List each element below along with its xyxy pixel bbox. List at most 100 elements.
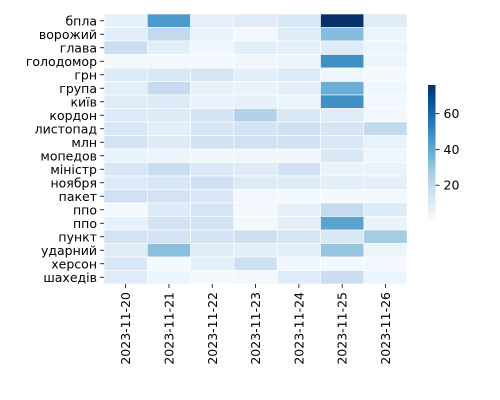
row-label: міністр bbox=[50, 162, 97, 177]
heatmap-cells bbox=[103, 13, 408, 285]
heatmap-cell bbox=[233, 13, 278, 28]
heatmap-cell bbox=[190, 27, 235, 42]
heatmap-cell bbox=[103, 243, 148, 258]
row-label: група bbox=[59, 81, 97, 96]
heatmap-cell bbox=[276, 94, 321, 109]
heatmap-cell bbox=[276, 54, 321, 69]
heatmap-cell bbox=[363, 189, 408, 204]
row-label: ппо bbox=[73, 216, 97, 231]
heatmap-cell bbox=[233, 202, 278, 217]
colorbar-ticks: 20 40 60 bbox=[435, 106, 460, 193]
heatmap-cell bbox=[276, 121, 321, 136]
heatmap-cell bbox=[276, 81, 321, 96]
heatmap-cell bbox=[320, 13, 365, 28]
row-label: мопедов bbox=[40, 148, 97, 163]
row-label: голодомор bbox=[26, 54, 97, 69]
row-label: ппо bbox=[73, 202, 97, 217]
heatmap-cell bbox=[103, 67, 148, 82]
heatmap-cell bbox=[320, 108, 365, 123]
heatmap-cell bbox=[147, 256, 191, 271]
row-label: бпла bbox=[65, 13, 97, 28]
heatmap-cell bbox=[190, 162, 235, 177]
heatmap-cell bbox=[190, 256, 235, 271]
heatmap-cell bbox=[233, 216, 278, 231]
heatmap-cell bbox=[103, 202, 148, 217]
heatmap-cell bbox=[276, 202, 321, 217]
heatmap-cell bbox=[103, 27, 148, 42]
heatmap-cell bbox=[103, 40, 148, 55]
heatmap-cell bbox=[103, 121, 148, 136]
heatmap-cell bbox=[363, 40, 408, 55]
heatmap-cell bbox=[103, 81, 148, 96]
heatmap-cell bbox=[233, 270, 278, 285]
heatmap-cell bbox=[147, 54, 191, 69]
heatmap-cell bbox=[363, 135, 408, 150]
heatmap-cell bbox=[190, 13, 235, 28]
column-label: 2023-11-21 bbox=[161, 292, 176, 365]
heatmap-cell bbox=[320, 94, 365, 109]
colorbar: 20 40 60 bbox=[428, 85, 459, 221]
heatmap-cell bbox=[276, 175, 321, 190]
heatmap-cell bbox=[147, 270, 191, 285]
heatmap-cell bbox=[233, 135, 278, 150]
heatmap-cell bbox=[320, 189, 365, 204]
column-label: 2023-11-23 bbox=[248, 292, 263, 365]
heatmap-cell bbox=[147, 148, 191, 163]
heatmap-cell bbox=[320, 202, 365, 217]
heatmap-cell bbox=[320, 121, 365, 136]
heatmap-cell bbox=[147, 67, 191, 82]
heatmap-cell bbox=[103, 54, 148, 69]
heatmap-cell bbox=[233, 175, 278, 190]
heatmap-cell bbox=[190, 270, 235, 285]
heatmap-cell bbox=[147, 94, 191, 109]
heatmap-cell bbox=[363, 175, 408, 190]
column-label: 2023-11-26 bbox=[378, 292, 393, 365]
heatmap-cell bbox=[363, 81, 408, 96]
heatmap-cell bbox=[276, 67, 321, 82]
heatmap-cell bbox=[320, 216, 365, 231]
heatmap-cell bbox=[363, 67, 408, 82]
heatmap-cell bbox=[103, 162, 148, 177]
heatmap-cell bbox=[190, 135, 235, 150]
heatmap-cell bbox=[103, 94, 148, 109]
heatmap-cell bbox=[103, 229, 148, 244]
heatmap-cell bbox=[320, 256, 365, 271]
heatmap-cell bbox=[190, 189, 235, 204]
heatmap-cell bbox=[190, 243, 235, 258]
row-label: херсон bbox=[51, 256, 97, 271]
heatmap-cell bbox=[363, 27, 408, 42]
heatmap-cell bbox=[276, 27, 321, 42]
heatmap-cell bbox=[276, 40, 321, 55]
heatmap-cell bbox=[147, 81, 191, 96]
heatmap-cell bbox=[276, 162, 321, 177]
heatmap-cell bbox=[363, 270, 408, 285]
colorbar-tick-label: 40 bbox=[444, 142, 460, 157]
heatmap-cell bbox=[233, 162, 278, 177]
heatmap-cell bbox=[103, 13, 148, 28]
heatmap-cell bbox=[233, 229, 278, 244]
heatmap-cell bbox=[363, 121, 408, 136]
column-label: 2023-11-20 bbox=[118, 292, 133, 365]
heatmap-cell bbox=[320, 162, 365, 177]
heatmap-cell bbox=[190, 108, 235, 123]
heatmap-cell bbox=[363, 256, 408, 271]
row-label: глава bbox=[60, 40, 97, 55]
heatmap-cell bbox=[233, 54, 278, 69]
heatmap-cell bbox=[190, 202, 235, 217]
row-label: листопад bbox=[35, 121, 97, 136]
heatmap-cell bbox=[147, 202, 191, 217]
heatmap-cell bbox=[320, 27, 365, 42]
heatmap-cell bbox=[363, 243, 408, 258]
heatmap-cell bbox=[190, 175, 235, 190]
column-label: 2023-11-22 bbox=[205, 292, 220, 365]
heatmap-cell bbox=[363, 108, 408, 123]
heatmap-cell bbox=[233, 148, 278, 163]
heatmap-cell bbox=[147, 216, 191, 231]
heatmap-cell bbox=[363, 216, 408, 231]
heatmap-cell bbox=[190, 40, 235, 55]
heatmap-cell bbox=[320, 243, 365, 258]
heatmap-cell bbox=[147, 189, 191, 204]
heatmap-cell bbox=[320, 40, 365, 55]
row-label: ноября bbox=[50, 175, 97, 190]
row-label: млн bbox=[71, 135, 97, 150]
